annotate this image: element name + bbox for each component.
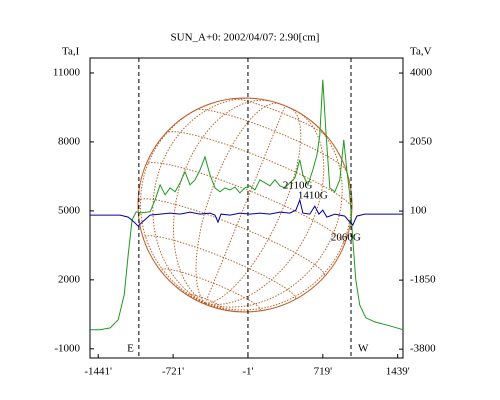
- y2-tick-label: -1850: [410, 274, 436, 286]
- y-tick-label: 11000: [53, 66, 81, 78]
- globe-grid-line: [137, 198, 326, 277]
- annotation: 1410G: [298, 189, 328, 201]
- globe-grid-line: [274, 101, 296, 111]
- chart-title: SUN_A+0: 2002/04/07: 2.90[cm]: [171, 32, 320, 44]
- y2-tick-label: 2050: [410, 136, 433, 148]
- globe-grid-line: [204, 302, 209, 306]
- y2-tick-label: 4000: [410, 67, 433, 79]
- globe-grid: [137, 97, 353, 313]
- globe-grid-line: [188, 293, 224, 310]
- globe-grid-line: [205, 119, 343, 308]
- y-tick-label: -1000: [54, 342, 80, 354]
- annotation: 2060G: [331, 231, 361, 243]
- globe-grid-line: [204, 105, 286, 304]
- x-tick-label: -1441': [84, 366, 112, 378]
- globe-grid-line: [232, 98, 329, 138]
- x-tick-label: -721': [162, 366, 184, 378]
- y2-axis-label: Ta,V: [410, 46, 432, 58]
- y2-tick-label: -3800: [410, 343, 436, 355]
- y2-tick-label: 100: [410, 205, 427, 217]
- y-tick-label: 2000: [58, 273, 81, 285]
- globe-grid-line: [165, 131, 353, 209]
- globe-grid-line: [195, 102, 280, 304]
- x-tick-label: 1439': [386, 366, 410, 378]
- y-tick-label: 8000: [58, 135, 81, 147]
- globe-grid-line: [160, 268, 261, 312]
- annotation: 2110G: [283, 179, 313, 191]
- series-line: [90, 79, 404, 331]
- globe-grid-line: [205, 151, 352, 311]
- globe-grid-line: [152, 97, 258, 304]
- globe-grid-line: [195, 108, 347, 171]
- globe-grid-line: [205, 302, 270, 313]
- x-tick-label: -1': [242, 366, 253, 378]
- plot-frame: [89, 57, 404, 359]
- globe-grid-line: [205, 107, 302, 304]
- globe-grid-line: [140, 101, 216, 304]
- limb-label: E: [127, 343, 134, 355]
- x-tick-label: 719': [314, 366, 333, 378]
- y-tick-label: 5000: [58, 204, 81, 216]
- y-axis-label: Ta,I: [62, 46, 80, 58]
- globe-grid-line: [173, 99, 272, 304]
- series-line: [90, 198, 403, 227]
- limb-label: W: [358, 343, 369, 355]
- globe-grid-line: [205, 302, 216, 309]
- globe-limb: [137, 97, 353, 313]
- globe-grid-line: [142, 235, 297, 301]
